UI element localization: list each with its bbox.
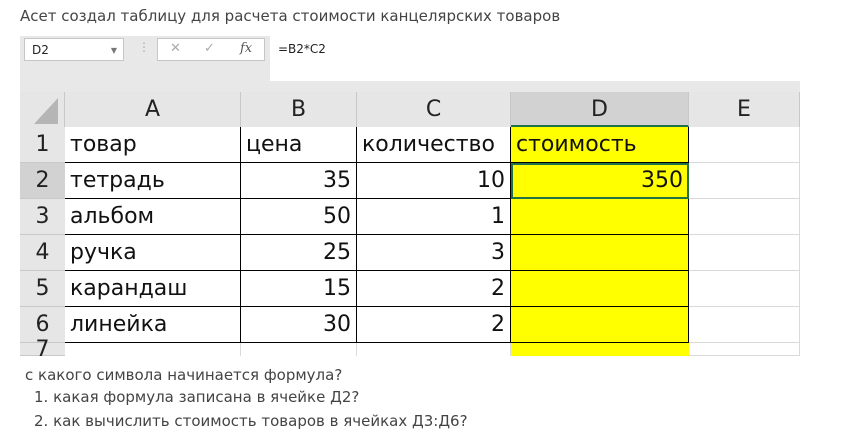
cell-A7[interactable] [65, 343, 241, 356]
row-header-5[interactable]: 5 [20, 271, 65, 307]
cell-A4[interactable]: ручка [65, 235, 241, 271]
cell-C5[interactable]: 2 [357, 271, 511, 307]
cell-C3[interactable]: 1 [357, 199, 511, 235]
formula-buttons: ✕ ✓ fx [157, 38, 265, 61]
cell-D3[interactable] [511, 199, 689, 235]
chevron-down-icon[interactable]: ▼ [110, 46, 117, 55]
cell-D4[interactable] [511, 235, 689, 271]
cell-E6[interactable] [689, 307, 800, 343]
cell-A1[interactable]: товар [65, 127, 241, 163]
enter-icon[interactable]: ✓ [204, 41, 215, 56]
row-header-6[interactable]: 6 [20, 307, 65, 343]
cell-B5[interactable]: 15 [241, 271, 357, 307]
question-2: 2. как вычислить стоимость товаров в яче… [34, 412, 468, 430]
column-header-C[interactable]: C [357, 92, 511, 127]
row-header-7[interactable]: 7 [20, 339, 65, 361]
cell-E2[interactable] [689, 163, 800, 199]
cell-B2[interactable]: 35 [241, 163, 357, 199]
column-header-D[interactable]: D [511, 92, 689, 127]
row-header-2[interactable]: 2 [20, 163, 65, 199]
row-header-4[interactable]: 4 [20, 235, 65, 271]
cell-E4[interactable] [689, 235, 800, 271]
cell-A5[interactable]: карандаш [65, 271, 241, 307]
cell-E1[interactable] [689, 127, 800, 163]
cell-D6[interactable] [511, 307, 689, 343]
cell-A3[interactable]: альбом [65, 199, 241, 235]
cell-D5[interactable] [511, 271, 689, 307]
cell-B7[interactable] [241, 343, 357, 356]
cell-D2[interactable]: 350 [511, 163, 689, 199]
cancel-icon[interactable]: ✕ [170, 41, 181, 56]
task-title: Асет создал таблицу для расчета стоимост… [20, 7, 561, 25]
column-header-B[interactable]: B [241, 92, 357, 127]
select-all-corner[interactable] [20, 92, 65, 127]
insert-function-icon[interactable]: fx [240, 41, 253, 56]
cell-B4[interactable]: 25 [241, 235, 357, 271]
cell-E5[interactable] [689, 271, 800, 307]
row-header-1[interactable]: 1 [20, 127, 65, 163]
drag-handle-icon[interactable]: ⋮ [138, 40, 150, 54]
cell-B1[interactable]: цена [241, 127, 357, 163]
cell-A2[interactable]: тетрадь [65, 163, 241, 199]
cell-C1[interactable]: количество [357, 127, 511, 163]
select-all-triangle-icon [34, 98, 58, 124]
cell-D1[interactable]: стоимость [511, 127, 689, 163]
cell-A6[interactable]: линейка [65, 307, 241, 343]
cell-C6[interactable]: 2 [357, 307, 511, 343]
question-intro: с какого символа начинается формула? [25, 366, 343, 384]
cell-E7[interactable] [689, 343, 800, 356]
cell-B3[interactable]: 50 [241, 199, 357, 235]
name-box[interactable]: D2 ▼ [24, 38, 124, 61]
row-header-3[interactable]: 3 [20, 199, 65, 235]
column-header-A[interactable]: A [65, 92, 241, 127]
name-box-value: D2 [32, 43, 49, 57]
formula-input[interactable]: =B2*C2 [270, 36, 800, 81]
cell-C2[interactable]: 10 [357, 163, 511, 199]
cell-C4[interactable]: 3 [357, 235, 511, 271]
cell-C7[interactable] [357, 343, 511, 356]
cell-E3[interactable] [689, 199, 800, 235]
question-1: 1. какая формула записана в ячейке Д2? [34, 388, 360, 406]
cell-D7[interactable] [511, 343, 689, 356]
column-header-E[interactable]: E [689, 92, 800, 127]
cell-B6[interactable]: 30 [241, 307, 357, 343]
